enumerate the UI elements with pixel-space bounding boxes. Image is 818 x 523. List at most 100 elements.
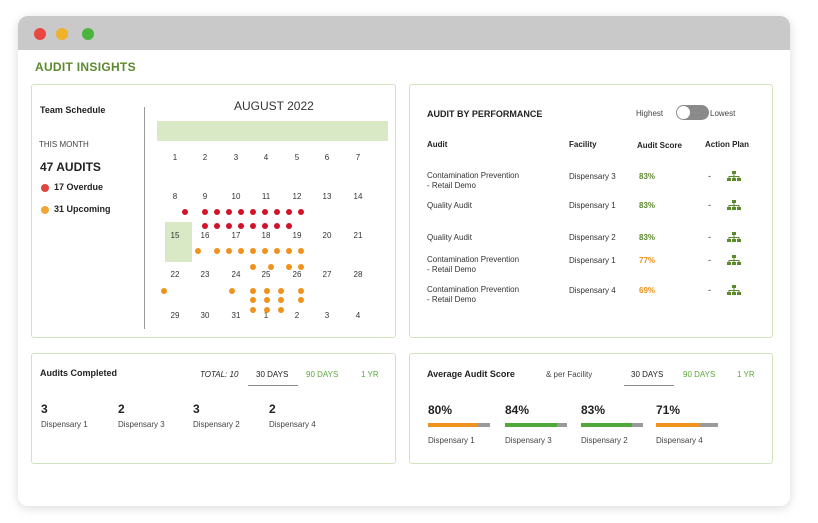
calendar-day[interactable]: 1: [172, 153, 178, 162]
page-title: AUDIT INSIGHTS: [35, 60, 136, 74]
completed-tab-30-days[interactable]: 30 DAYS: [256, 370, 289, 379]
upcoming-legend-dot: [41, 206, 49, 214]
average-facility: Dispensary 2: [581, 436, 628, 445]
facility-name: Dispensary 3: [569, 172, 616, 181]
average-facility: Dispensary 3: [505, 436, 552, 445]
overdue-marker: [214, 209, 220, 215]
org-chart-icon[interactable]: [727, 254, 741, 266]
maximize-window-button[interactable]: [82, 28, 94, 40]
upcoming-marker: [298, 248, 304, 254]
sort-toggle[interactable]: [676, 105, 709, 120]
upcoming-marker: [278, 288, 284, 294]
calendar-day[interactable]: 3: [324, 311, 330, 320]
average-score-value: 84%: [505, 403, 530, 417]
upcoming-marker: [286, 264, 292, 270]
audit-name[interactable]: Contamination Prevention: [427, 171, 520, 180]
calendar-day[interactable]: 10: [231, 192, 241, 201]
column-header-facility: Facility: [569, 140, 597, 149]
calendar-day[interactable]: 28: [353, 270, 363, 279]
completed-facility: Dispensary 3: [118, 420, 165, 429]
average-tab-90-days[interactable]: 90 DAYS: [683, 370, 716, 379]
audit-name[interactable]: Quality Audit: [427, 233, 472, 242]
action-plan-value: -: [708, 200, 711, 210]
calendar-day[interactable]: 22: [170, 270, 180, 279]
org-chart-icon[interactable]: [727, 199, 741, 211]
score-bar: [581, 423, 643, 427]
overdue-marker: [262, 223, 268, 229]
close-window-button[interactable]: [34, 28, 46, 40]
upcoming-count: 31 Upcoming: [54, 204, 111, 214]
org-chart-icon[interactable]: [727, 284, 741, 296]
calendar-day[interactable]: 16: [200, 231, 210, 240]
window-titlebar: [18, 16, 790, 50]
audits-completed-panel: Audits Completed TOTAL: 10 30 DAYS 90 DA…: [31, 353, 396, 464]
audit-name[interactable]: Contamination Prevention: [427, 285, 520, 294]
calendar-day[interactable]: 19: [292, 231, 302, 240]
org-chart-icon[interactable]: [727, 231, 741, 243]
upcoming-marker: [250, 264, 256, 270]
calendar-day[interactable]: 27: [322, 270, 332, 279]
calendar-day[interactable]: 2: [202, 153, 208, 162]
calendar-day[interactable]: 17: [231, 231, 241, 240]
completed-facility: Dispensary 2: [193, 420, 240, 429]
calendar-day[interactable]: 15: [170, 231, 180, 240]
calendar-day[interactable]: 20: [322, 231, 332, 240]
column-header-audit: Audit: [427, 140, 448, 149]
average-facility: Dispensary 4: [656, 436, 703, 445]
audit-score: 77%: [639, 256, 656, 265]
calendar-day[interactable]: 1: [263, 311, 269, 320]
action-plan-value: -: [708, 171, 711, 181]
upcoming-marker: [262, 248, 268, 254]
calendar-day[interactable]: 4: [355, 311, 361, 320]
average-tab-1-yr[interactable]: 1 YR: [737, 370, 755, 379]
calendar-day[interactable]: 30: [200, 311, 210, 320]
calendar-day[interactable]: 9: [202, 192, 208, 201]
org-chart-icon[interactable]: [727, 170, 741, 182]
minimize-window-button[interactable]: [56, 28, 68, 40]
audit-name[interactable]: Contamination Prevention: [427, 255, 520, 264]
calendar-day[interactable]: 21: [353, 231, 363, 240]
calendar-day[interactable]: 11: [261, 192, 271, 201]
app-window: AUDIT INSIGHTS Team Schedule THIS MONTH …: [18, 16, 790, 506]
overdue-marker: [250, 223, 256, 229]
overdue-count: 17 Overdue: [54, 182, 104, 192]
average-title: Average Audit Score: [427, 369, 515, 379]
overdue-marker: [238, 223, 244, 229]
facility-name: Dispensary 2: [569, 233, 616, 242]
calendar-day[interactable]: 12: [292, 192, 302, 201]
completed-facility: Dispensary 1: [41, 420, 88, 429]
calendar-day[interactable]: 8: [172, 192, 178, 201]
calendar-day[interactable]: 13: [322, 192, 332, 201]
calendar-today-highlight: [165, 222, 192, 262]
period-label: THIS MONTH: [39, 140, 89, 149]
average-score-value: 83%: [581, 403, 606, 417]
overdue-marker: [286, 223, 292, 229]
calendar-day[interactable]: 3: [233, 153, 239, 162]
calendar-month: AUGUST 2022: [234, 99, 314, 113]
calendar-day[interactable]: 18: [261, 231, 271, 240]
completed-tab-90-days[interactable]: 90 DAYS: [306, 370, 339, 379]
calendar-day[interactable]: 26: [292, 270, 302, 279]
completed-tab-1-yr[interactable]: 1 YR: [361, 370, 379, 379]
calendar-day[interactable]: 25: [261, 270, 271, 279]
calendar-day[interactable]: 2: [294, 311, 300, 320]
average-tab-30-days[interactable]: 30 DAYS: [631, 370, 664, 379]
upcoming-marker: [250, 307, 256, 313]
calendar-day[interactable]: 6: [324, 153, 330, 162]
calendar-day[interactable]: 5: [294, 153, 300, 162]
team-schedule-panel: Team Schedule THIS MONTH 47 AUDITS 17 Ov…: [31, 84, 396, 338]
average-score-value: 71%: [656, 403, 681, 417]
upcoming-marker: [238, 248, 244, 254]
calendar-header-band: [157, 121, 388, 141]
calendar-day[interactable]: 4: [263, 153, 269, 162]
calendar-day[interactable]: 31: [231, 311, 241, 320]
calendar-day[interactable]: 14: [353, 192, 363, 201]
calendar-day[interactable]: 7: [355, 153, 361, 162]
completed-facility: Dispensary 4: [269, 420, 316, 429]
calendar-day[interactable]: 23: [200, 270, 210, 279]
audit-name[interactable]: Quality Audit: [427, 201, 472, 210]
calendar-day[interactable]: 29: [170, 311, 180, 320]
completed-total: TOTAL: 10: [200, 370, 239, 379]
calendar-day[interactable]: 24: [231, 270, 241, 279]
toggle-lowest-label: Lowest: [710, 109, 736, 118]
